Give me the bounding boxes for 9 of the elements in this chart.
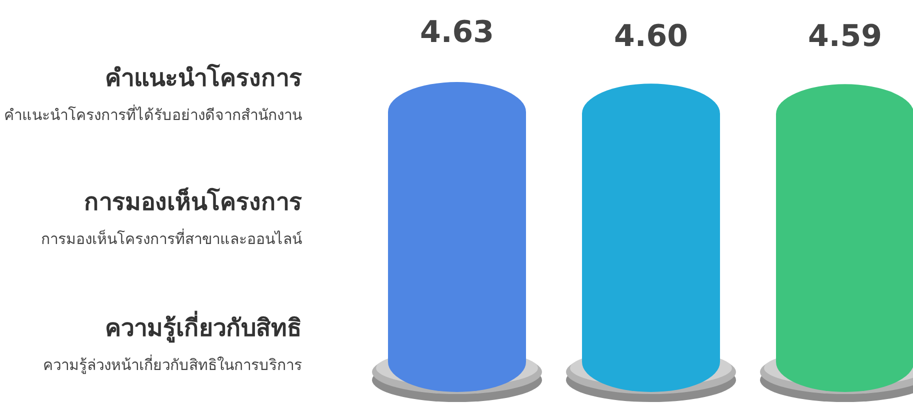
text: การมองเห็นโครงการ <box>83 186 302 218</box>
data-label: 4.59 <box>808 19 882 54</box>
text: คำแนะนำโครงการ <box>104 62 302 94</box>
data-label: 4.63 <box>420 15 494 50</box>
data-label: 4.60 <box>614 19 688 54</box>
text: ความรู้ล่วงหน้าเกี่ยวกับสิทธิในการบริการ <box>42 355 302 375</box>
text: การมองเห็นโครงการที่สาขาและออนไลน์ <box>40 229 302 249</box>
text: คำแนะนำโครงการที่ได้รับอย่างดีจากสำนักงาน <box>3 105 302 125</box>
text: ความรู้เกี่ยวกับสิทธิ <box>104 310 302 345</box>
